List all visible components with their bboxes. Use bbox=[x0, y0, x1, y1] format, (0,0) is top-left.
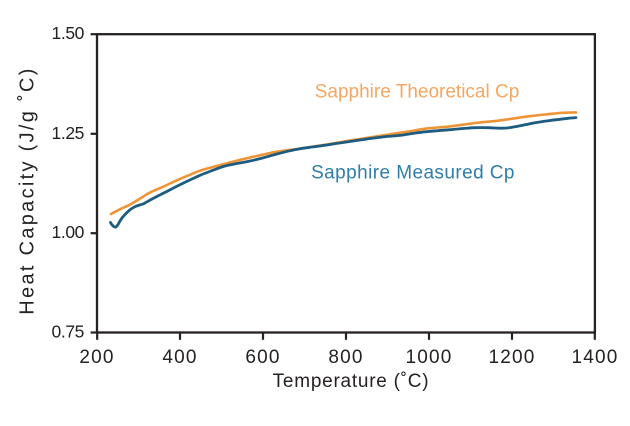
svg-text:1.00: 1.00 bbox=[52, 222, 85, 242]
svg-text:Temperature (˚C): Temperature (˚C) bbox=[273, 371, 430, 392]
svg-text:0.75: 0.75 bbox=[52, 322, 84, 342]
svg-text:Sapphire Measured Cp: Sapphire Measured Cp bbox=[311, 163, 515, 184]
svg-text:400: 400 bbox=[162, 347, 197, 368]
svg-text:800: 800 bbox=[328, 347, 363, 368]
svg-text:1.50: 1.50 bbox=[52, 23, 85, 43]
svg-text:Heat Capacity (J/g ˚C): Heat Capacity (J/g ˚C) bbox=[17, 66, 39, 314]
svg-text:200: 200 bbox=[79, 347, 114, 368]
svg-text:1400: 1400 bbox=[571, 347, 618, 368]
svg-text:1.25: 1.25 bbox=[52, 123, 84, 143]
svg-text:600: 600 bbox=[245, 347, 280, 368]
svg-text:1000: 1000 bbox=[405, 347, 452, 368]
svg-text:Sapphire Theoretical Cp: Sapphire Theoretical Cp bbox=[315, 82, 520, 103]
svg-text:1200: 1200 bbox=[488, 347, 535, 368]
